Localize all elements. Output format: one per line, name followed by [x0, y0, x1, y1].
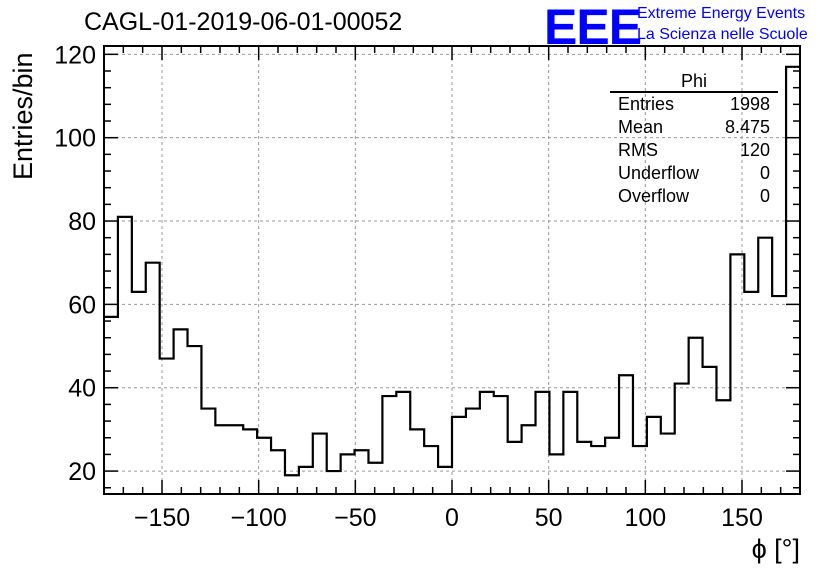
y-tick-label: 20 — [68, 458, 96, 486]
histogram-line — [104, 65, 800, 477]
stats-label: Overflow — [618, 186, 690, 206]
x-tick-label: 150 — [721, 504, 763, 532]
axis-ticks — [103, 46, 801, 494]
stats-box: Phi Entries 1998 Mean 8.475 RMS 120 Underflow 0… — [610, 71, 778, 206]
x-tick-label: −100 — [231, 504, 287, 532]
x-tick-label: −150 — [134, 504, 190, 532]
x-tick-label: −50 — [334, 504, 376, 532]
stats-label: Underflow — [618, 163, 700, 183]
y-tick-label: 40 — [68, 375, 96, 403]
stats-label: RMS — [618, 140, 658, 160]
y-tick-label: 80 — [68, 208, 96, 236]
stats-value: 0 — [760, 163, 770, 183]
stats-value: 1998 — [730, 94, 770, 114]
logo-caption-line1: Extreme Energy Events — [637, 5, 806, 22]
y-tick-label: 120 — [54, 41, 96, 69]
plot-title: CAGL-01-2019-06-01-00052 — [84, 8, 403, 36]
histogram-series — [104, 65, 800, 477]
stats-label: Entries — [618, 94, 674, 114]
x-axis-label: ϕ [°] — [752, 534, 800, 564]
y-tick-label: 60 — [68, 291, 96, 319]
x-tick-labels: −150 −100 −50 0 50 100 150 — [134, 504, 763, 532]
x-tick-label: 0 — [445, 504, 459, 532]
x-tick-label: 50 — [535, 504, 563, 532]
y-axis-label: Entries/bin — [8, 52, 38, 180]
y-tick-label: 100 — [54, 125, 96, 153]
stats-label: Mean — [618, 117, 663, 137]
x-tick-label: 100 — [624, 504, 666, 532]
stats-value: 120 — [740, 140, 770, 160]
logo-caption-line2: La Scienza nelle Scuole — [637, 26, 808, 43]
stats-name: Phi — [681, 71, 707, 91]
logo-caption: Extreme Energy Events La Scienza nelle S… — [637, 3, 808, 45]
stats-value: 8.475 — [725, 117, 770, 137]
y-tick-labels: 20 40 60 80 100 120 — [54, 41, 96, 486]
stats-value: 0 — [760, 186, 770, 206]
